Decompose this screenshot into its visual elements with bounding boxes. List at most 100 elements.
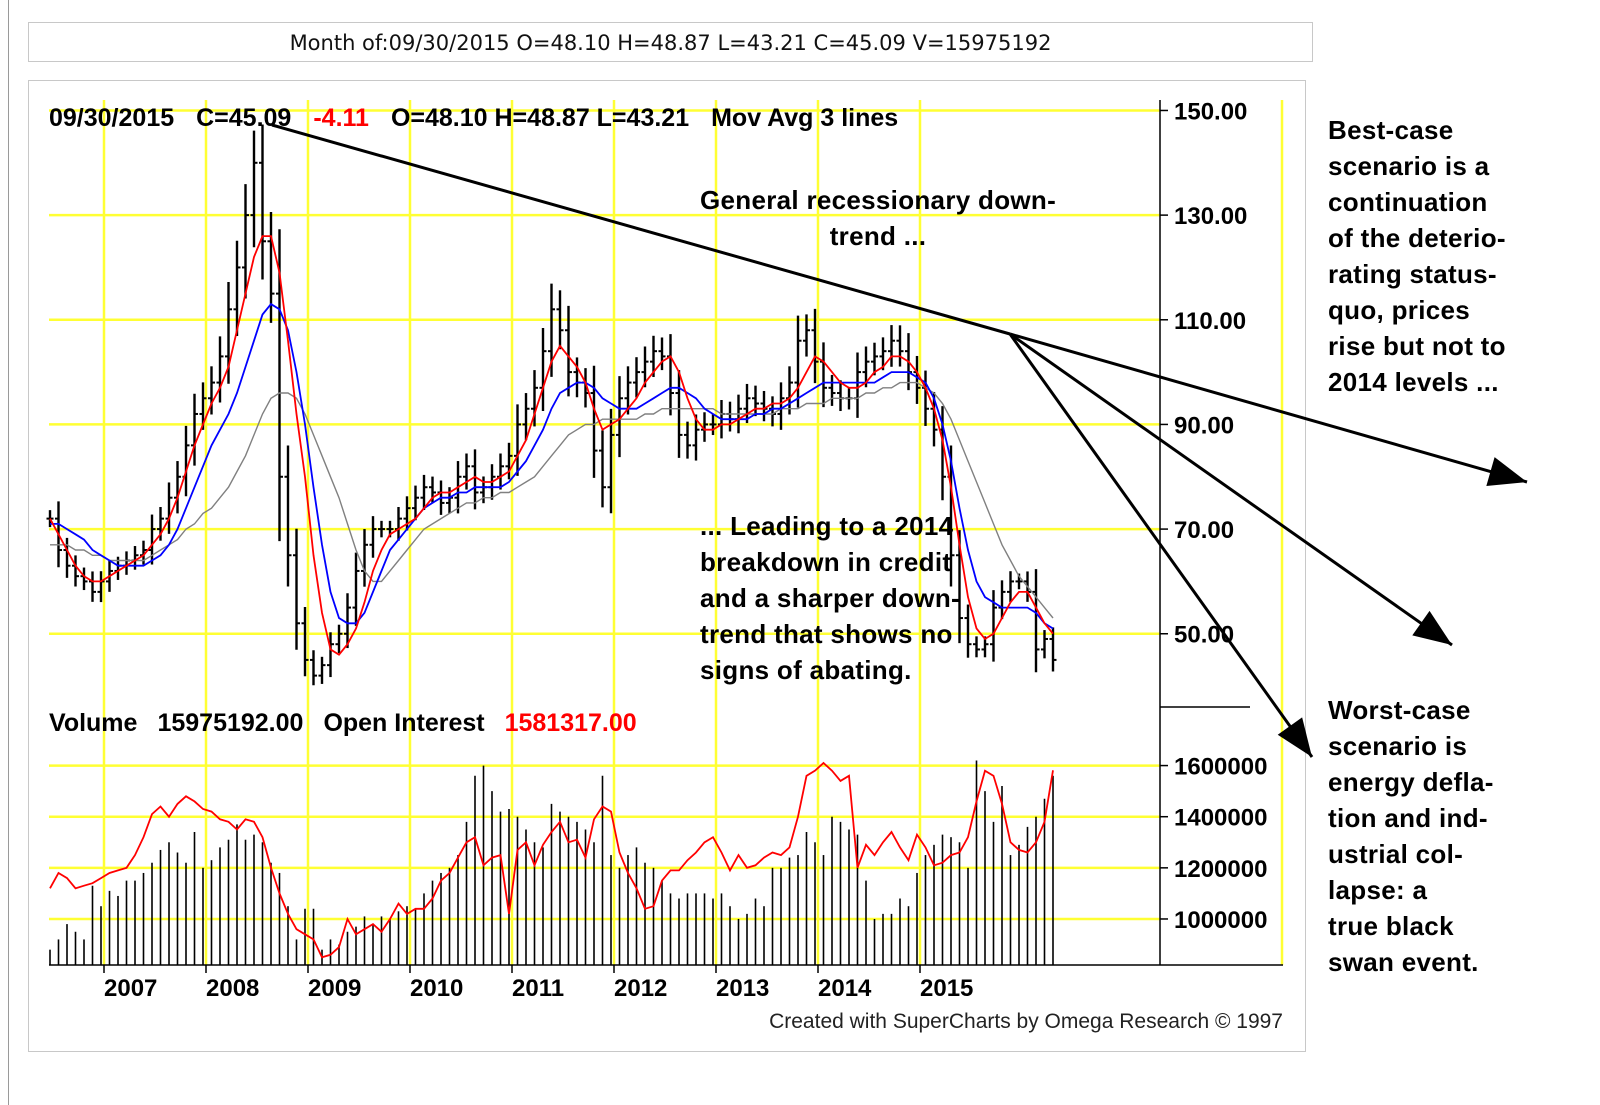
moving-averages — [49, 235, 1054, 656]
price-bar — [539, 327, 547, 412]
price-bar — [463, 453, 470, 490]
middle-case-arrow-head — [1412, 610, 1452, 645]
price-bar — [973, 636, 980, 658]
year-label-2012: 2012 — [614, 975, 667, 1002]
price-bar — [471, 449, 479, 510]
price-bar — [769, 396, 776, 427]
price-bar — [599, 430, 606, 508]
volume-tick-label: 1400000 — [1174, 805, 1267, 832]
price-bar — [412, 485, 419, 521]
price-bar — [828, 374, 836, 406]
annotation-leading-breakdown: ... Leading to a 2014 breakdown in credi… — [700, 511, 960, 685]
grid-lines — [49, 100, 1284, 965]
price-bar — [531, 370, 538, 427]
price-bar — [650, 335, 657, 378]
volume-tick-label: 1200000 — [1174, 856, 1267, 883]
price-bar — [276, 229, 283, 542]
price-bar — [675, 370, 683, 458]
price-tick-label: 110.00 — [1174, 308, 1246, 335]
year-label-2009: 2009 — [308, 975, 361, 1002]
price-bar — [259, 124, 266, 280]
volume-info: Volume 15975192.00 Open Interest 1581317.00 — [49, 709, 637, 737]
year-label-2014: 2014 — [818, 975, 872, 1002]
price-bar — [896, 325, 904, 367]
price-bar — [667, 334, 674, 416]
price-tick-label: 70.00 — [1174, 517, 1234, 544]
year-label-2015: 2015 — [920, 975, 973, 1002]
price-bar — [786, 366, 793, 415]
price-bar — [420, 474, 428, 511]
price-bar — [820, 342, 827, 408]
open-interest-line — [49, 761, 1054, 959]
price-bar — [233, 240, 241, 336]
worst-case-arrow-shaft — [1008, 333, 1314, 758]
year-label-2010: 2010 — [410, 975, 463, 1002]
volume-tick-label: 1000000 — [1174, 907, 1267, 934]
price-bar — [148, 514, 156, 565]
year-label-2013: 2013 — [716, 975, 769, 1002]
price-bar — [505, 442, 513, 480]
year-label-2007: 2007 — [104, 975, 157, 1002]
price-bar — [335, 624, 343, 654]
price-bar — [726, 401, 734, 432]
price-bar — [641, 346, 649, 388]
price-bar — [811, 308, 819, 384]
price-info: 09/30/2015 C=45.09 -4.11 O=48.10 H=48.87 L=… — [49, 104, 898, 132]
price-bar — [871, 342, 878, 376]
ma-slow-line — [50, 381, 1054, 619]
price-bar — [497, 453, 504, 490]
price-bar — [709, 413, 717, 436]
price-bar — [556, 290, 564, 350]
info-date: 09/30/2015 — [49, 104, 174, 132]
price-bar — [165, 482, 173, 534]
price-bar — [888, 325, 895, 367]
price-bar — [565, 305, 572, 397]
price-bar — [777, 382, 785, 430]
price-bar — [879, 337, 887, 371]
price-bar — [760, 390, 768, 422]
price-bar — [80, 567, 88, 591]
worst-case-arrow-head — [1277, 717, 1312, 757]
credit-text: Created with SuperCharts by Omega Resear… — [769, 1010, 1283, 1033]
price-bar — [658, 337, 666, 371]
price-bar — [378, 520, 385, 538]
price-bar — [752, 385, 759, 417]
price-bar — [361, 529, 368, 587]
price-bar — [803, 314, 810, 357]
price-bar — [922, 370, 929, 426]
header-bar: Month of:09/30/2015 O=48.10 H=48.87 L=43… — [28, 22, 1313, 62]
tick-labels: 150.00130.00110.0090.0070.0050.001600000… — [103, 98, 1267, 1002]
best-case-arrow-head — [1486, 457, 1527, 486]
price-bar — [1041, 630, 1048, 659]
price-bar — [123, 551, 130, 575]
price-bar — [854, 352, 861, 418]
price-tick-label: 90.00 — [1174, 412, 1234, 439]
volume-value: 15975192.00 — [157, 709, 303, 737]
ma-mid-line — [50, 302, 1054, 630]
best-case-arrow-shaft — [1009, 332, 1528, 484]
oi-label: Open Interest — [323, 709, 485, 737]
price-bar — [684, 421, 691, 459]
left-border — [8, 0, 9, 1105]
price-bar — [1049, 627, 1057, 672]
info-change: -4.11 — [313, 104, 369, 132]
ma-fast-line — [49, 235, 1054, 656]
price-bar — [624, 366, 632, 415]
header-text: Month of:09/30/2015 O=48.10 H=48.87 L=43… — [289, 31, 1052, 55]
middle-case-arrow-shaft — [1009, 332, 1453, 647]
volume-tick-label: 1600000 — [1174, 754, 1267, 781]
price-bar — [352, 552, 360, 626]
price-bar — [293, 528, 300, 650]
price-bar — [284, 445, 292, 587]
price-bar — [344, 593, 351, 649]
price-bar — [1007, 571, 1014, 603]
oi-value: 1581317.00 — [505, 709, 637, 737]
price-tick-label: 130.00 — [1174, 203, 1247, 230]
price-bar — [208, 366, 215, 415]
axes — [49, 100, 1283, 966]
price-bar — [633, 357, 640, 398]
downtrend-line — [271, 123, 1011, 336]
price-bar — [250, 130, 258, 248]
price-bar — [182, 425, 190, 497]
